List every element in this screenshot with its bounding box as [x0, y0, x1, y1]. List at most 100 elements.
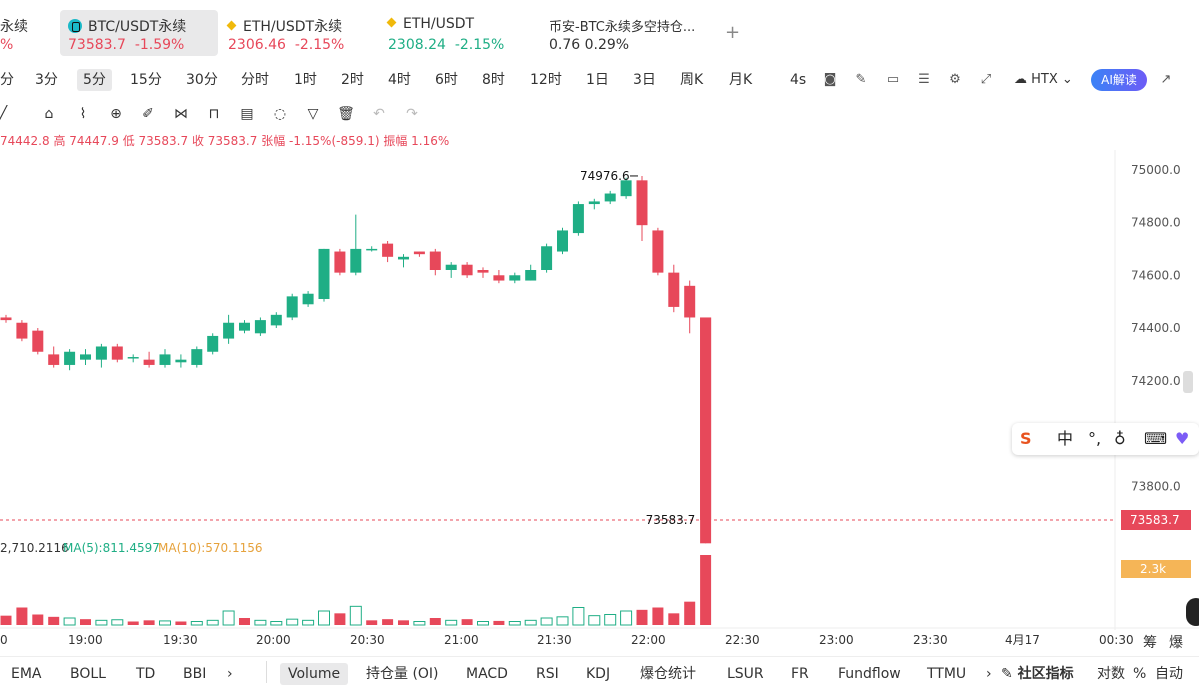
interval-30m[interactable]: 30分 — [186, 72, 218, 88]
ai-analysis-button[interactable]: AI解读 — [1091, 69, 1147, 91]
indicator-volume[interactable]: Volume — [280, 663, 349, 685]
interval-2h[interactable]: 2时 — [341, 72, 364, 88]
log-scale-toggle[interactable]: 对数 — [1097, 666, 1125, 682]
line-tool-icon[interactable]: ╱ — [0, 106, 8, 122]
list-icon[interactable]: ☰ — [918, 72, 930, 87]
volume-bar — [524, 619, 537, 626]
indicator-lsur[interactable]: LSUR — [727, 666, 764, 682]
sogou-logo-icon[interactable]: S — [1020, 429, 1032, 448]
high-price-label: 74976.6 — [580, 169, 630, 183]
add-tab-button[interactable]: + — [725, 22, 741, 43]
interval-1w[interactable]: 周K — [680, 72, 704, 88]
indicator-oi[interactable]: 持仓量 (OI) — [366, 666, 439, 682]
volume-bar — [349, 605, 362, 626]
indicator-kdj[interactable]: KDJ — [586, 666, 611, 682]
candle-body — [270, 314, 282, 326]
volume-bar — [111, 619, 124, 626]
interval-8h[interactable]: 8时 — [482, 72, 505, 88]
brush-icon[interactable]: ✐ — [142, 106, 154, 122]
chevron-right-icon[interactable]: › — [227, 666, 233, 682]
interval-12h[interactable]: 12时 — [530, 72, 562, 88]
interval-3m[interactable]: 3分 — [35, 72, 58, 88]
volume-bar — [302, 619, 315, 626]
tab-partial[interactable]: 永续 % — [0, 10, 55, 56]
share-icon[interactable]: ↗ — [1160, 72, 1172, 87]
punctuation-icon[interactable]: °, — [1088, 429, 1102, 448]
candle-body — [191, 349, 203, 365]
ime-toolbar: S 中 °, ♁ ⌨ ♥ — [1012, 423, 1199, 455]
lock-icon[interactable]: ⊓ — [208, 106, 220, 122]
indicator-liquidation[interactable]: 爆仓统计 — [640, 666, 696, 682]
tab-eth-usdt[interactable]: ETH/USDT 2308.24 -2.15% — [386, 10, 538, 56]
auto-scale-toggle[interactable]: 自动 — [1155, 666, 1183, 682]
candle-body — [652, 230, 664, 273]
avatar[interactable] — [1186, 598, 1199, 626]
indicator-rsi[interactable]: RSI — [536, 666, 559, 682]
candle-body — [318, 248, 330, 300]
tab-eth-usdt-perp[interactable]: ETH/USDT永续 2306.46 -2.15% — [226, 10, 378, 56]
keyboard-icon[interactable]: ⌨ — [1144, 429, 1168, 448]
y-tick-label: 73800.0 — [1131, 479, 1181, 493]
chevron-right-icon[interactable]: › — [986, 666, 992, 682]
volume-tag-bg — [1121, 560, 1191, 578]
interval-1mo[interactable]: 月K — [729, 72, 753, 88]
ruler-icon[interactable]: ⌇ — [79, 106, 87, 122]
comment-icon[interactable]: ▭ — [886, 72, 900, 87]
pattern-icon[interactable]: ⋈ — [174, 106, 188, 122]
interval-4h[interactable]: 4时 — [388, 72, 411, 88]
x-tick-label: 22:00 — [631, 633, 666, 647]
indicator-fr[interactable]: FR — [791, 666, 809, 682]
binance-icon — [386, 17, 397, 28]
camera-icon[interactable]: ◙ — [823, 72, 837, 87]
side-label-liq: 爆 — [1169, 635, 1183, 651]
label-tool-icon[interactable]: ⌂ — [44, 106, 54, 122]
chinese-mode-icon[interactable]: 中 — [1057, 429, 1074, 448]
side-panel-handle[interactable] — [1183, 371, 1193, 393]
redo-icon[interactable]: ↷ — [406, 106, 418, 122]
indicator-ttmu[interactable]: TTMU — [927, 666, 967, 682]
tab-change: % — [0, 37, 14, 53]
x-tick-label: 20:00 — [256, 633, 291, 647]
indicator-bar: EMA BOLL TD BBI › Volume 持仓量 (OI) MACD R… — [0, 656, 1199, 686]
interval-1h[interactable]: 1时 — [294, 72, 317, 88]
interval-1d[interactable]: 1日 — [586, 72, 609, 88]
pencil-icon[interactable]: ✎ — [855, 72, 867, 87]
x-tick-label: 00:30 — [1099, 633, 1134, 647]
last-price-tag-bg — [1121, 510, 1191, 530]
candle-body — [382, 243, 394, 257]
candlestick-chart[interactable]: 75000.074800.074600.074400.074200.074000… — [0, 150, 1199, 655]
interval-15m[interactable]: 15分 — [130, 72, 162, 88]
microphone-icon[interactable]: ♁ — [1114, 429, 1126, 448]
magnet-icon[interactable]: ◌ — [273, 106, 287, 122]
percent-scale-toggle[interactable]: % — [1133, 666, 1147, 682]
indicator-bbi[interactable]: BBI — [183, 666, 207, 682]
community-indicators-button[interactable]: ✎ 社区指标 — [1001, 663, 1074, 685]
indicator-macd[interactable]: MACD — [466, 666, 508, 682]
tab-long-short-ratio[interactable]: 币安-BTC永续多空持仓... 0.76 0.29% — [549, 10, 714, 56]
skin-icon[interactable]: ♥ — [1175, 429, 1190, 448]
candle-body — [493, 275, 505, 281]
interval-1m[interactable]: 分 — [0, 72, 14, 88]
filter-icon[interactable]: ▽ — [307, 106, 319, 122]
volume-bar — [588, 615, 601, 626]
candle-body — [0, 317, 12, 321]
indicator-boll[interactable]: BOLL — [70, 666, 106, 682]
interval-timeshare[interactable]: 分时 — [241, 72, 269, 88]
indicator-ema[interactable]: EMA — [11, 666, 42, 682]
settings-icon[interactable]: ⚙ — [949, 72, 961, 87]
edit-list-icon[interactable]: ▤ — [240, 106, 254, 122]
indicator-fundflow[interactable]: Fundflow — [838, 666, 901, 682]
x-tick-label: 23:00 — [819, 633, 854, 647]
interval-5m[interactable]: 5分 — [77, 69, 112, 91]
fullscreen-icon[interactable]: ⤢ — [980, 72, 992, 87]
interval-3d[interactable]: 3日 — [633, 72, 656, 88]
trash-icon[interactable]: 🗑 — [337, 106, 355, 122]
undo-icon[interactable]: ↶ — [373, 106, 385, 122]
zoom-icon[interactable]: ⊕ — [110, 106, 122, 122]
volume-ma10-label: MA(10):570.1156 — [158, 541, 263, 555]
tab-btc-usdt-perp[interactable]: BTC/USDT永续 73583.7 -1.59% — [60, 10, 218, 56]
interval-6h[interactable]: 6时 — [435, 72, 458, 88]
interval-4s[interactable]: 4s — [790, 72, 807, 88]
exchange-select[interactable]: ☁ HTX ⌄ — [1014, 69, 1073, 91]
indicator-td[interactable]: TD — [136, 666, 156, 682]
